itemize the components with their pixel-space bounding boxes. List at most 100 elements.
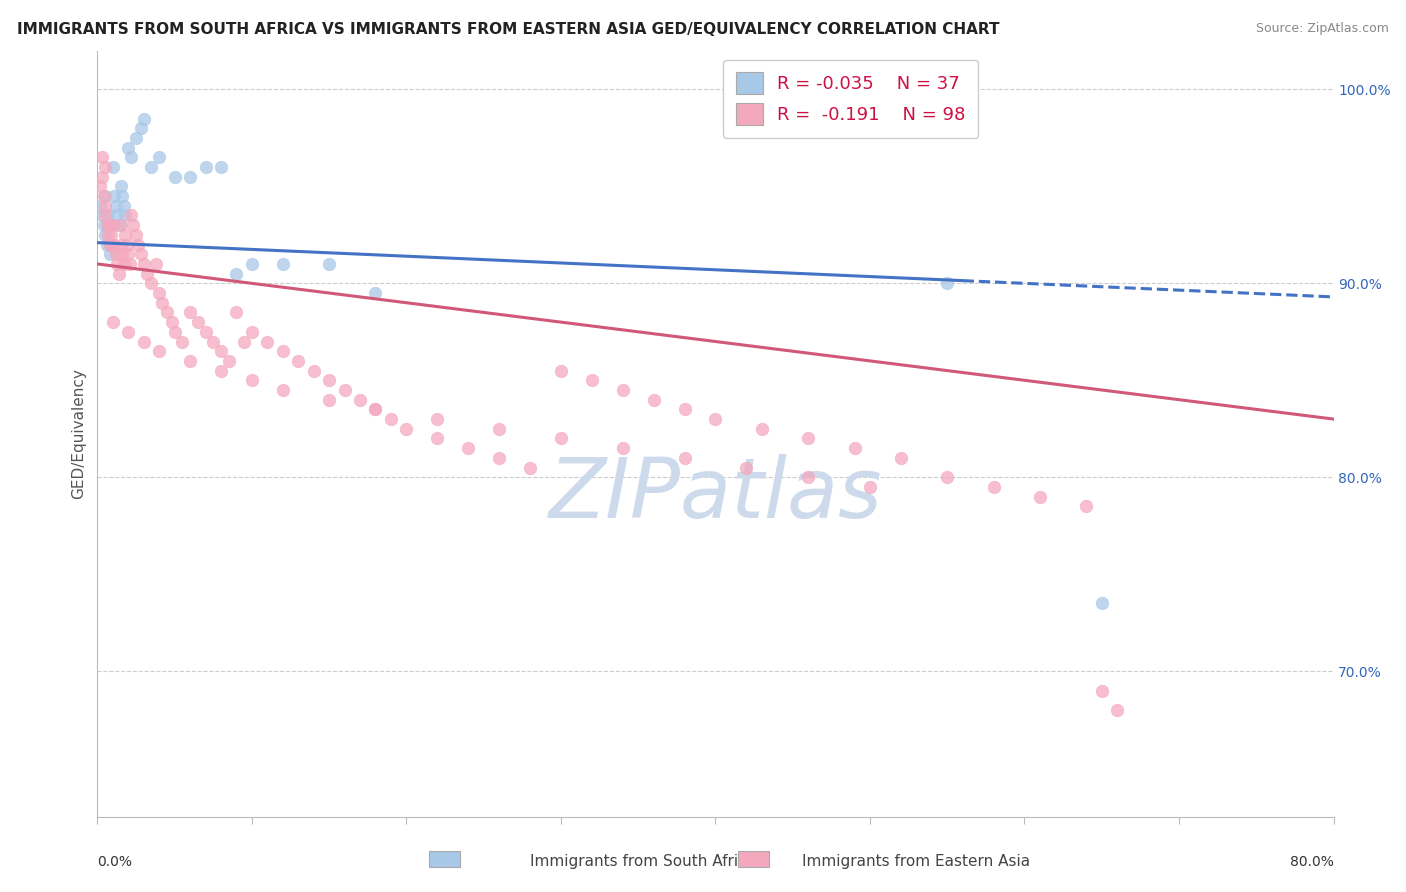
Point [97,227,120,242]
Point [936,470,959,484]
Point [271,344,294,359]
Text: Immigrants from Eastern Asia: Immigrants from Eastern Asia [801,855,1031,870]
Point [797,432,820,446]
Text: 0.0%: 0.0% [97,855,132,870]
Point [117,325,139,339]
Point [118,257,141,271]
Point [735,460,758,475]
Point [89,179,111,194]
Point [240,325,263,339]
Point [1091,596,1114,610]
Point [94,227,117,242]
Point [194,325,217,339]
Point [115,237,138,252]
Point [240,373,263,387]
Point [612,383,634,397]
Point [94,199,117,213]
Point [91,209,114,223]
Point [122,218,145,232]
Point [96,218,118,232]
Point [97,218,120,232]
Point [194,160,217,174]
Point [141,277,163,291]
Point [844,441,866,455]
Point [380,412,402,426]
Point [103,189,125,203]
Point [163,169,186,184]
Point [94,209,117,223]
Point [97,209,120,223]
Point [117,247,139,261]
Point [256,334,278,349]
Point [209,363,232,377]
Point [209,344,232,359]
Point [179,305,201,319]
Point [93,189,115,203]
Point [318,392,340,407]
Text: ZIPatlas: ZIPatlas [548,454,882,535]
Point [612,441,634,455]
Point [107,257,129,271]
Point [129,121,152,136]
Point [333,383,356,397]
Point [179,354,201,368]
Point [101,315,124,329]
Point [271,383,294,397]
Text: 80.0%: 80.0% [1289,855,1333,870]
Point [225,305,247,319]
Point [890,450,912,465]
Point [110,237,132,252]
Point [117,140,139,154]
Point [1029,490,1052,504]
Point [936,277,959,291]
Point [132,257,155,271]
Point [107,209,129,223]
Point [129,247,152,261]
Point [519,460,541,475]
Point [101,160,124,174]
Point [1076,500,1098,514]
Point [112,257,135,271]
Point [148,286,170,301]
Point [94,189,117,203]
Point [488,422,510,436]
Point [108,267,131,281]
Legend: R = -0.035    N = 37, R =  -0.191    N = 98: R = -0.035 N = 37, R = -0.191 N = 98 [723,60,979,138]
Point [240,257,263,271]
Point [111,247,134,261]
Point [581,373,603,387]
Point [163,325,186,339]
Point [120,209,142,223]
Point [127,237,149,252]
Point [148,344,170,359]
Point [983,480,1005,494]
Point [125,131,148,145]
Point [751,422,773,436]
Point [218,354,240,368]
Point [156,305,179,319]
Point [287,354,309,368]
Point [101,218,124,232]
Point [349,392,371,407]
Text: Source: ZipAtlas.com: Source: ZipAtlas.com [1256,22,1389,36]
Point [160,315,183,329]
Point [132,112,155,126]
Point [120,150,142,164]
Point [488,450,510,465]
Point [114,209,136,223]
Point [859,480,882,494]
Point [179,169,201,184]
Point [209,160,232,174]
Point [1091,683,1114,698]
Point [1107,703,1129,717]
Point [111,189,134,203]
Point [150,295,173,310]
Point [98,237,121,252]
Point [100,227,122,242]
Point [225,267,247,281]
Point [96,237,118,252]
Point [110,218,132,232]
Point [271,257,294,271]
Point [318,257,340,271]
Point [114,227,136,242]
